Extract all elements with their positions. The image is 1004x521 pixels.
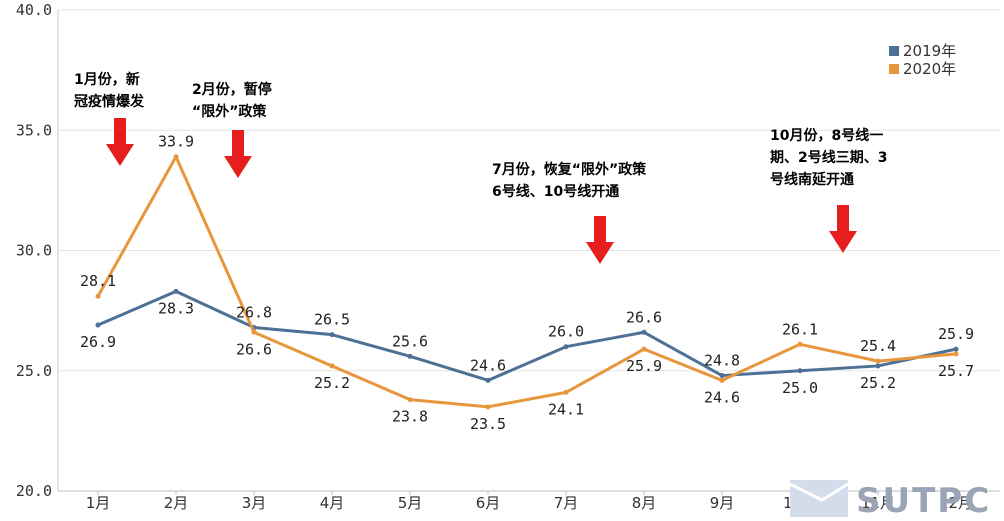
y-tick-label: 25.0 [16,362,52,380]
data-label-1: 23.8 [392,408,428,426]
x-tick-label: 8月 [632,494,657,512]
data-label-1: 23.5 [470,415,506,433]
data-label-1: 24.1 [548,400,584,418]
annotation-text: 冠疫情爆发 [74,93,145,110]
data-point-1 [797,341,803,347]
data-label-0: 24.6 [470,356,506,374]
data-point-1 [641,346,647,352]
x-tick-label: 5月 [398,494,423,512]
data-point-1 [95,293,101,299]
data-point-0 [953,346,959,352]
data-point-0 [797,368,803,374]
series-line-1 [96,155,957,409]
data-label-1: 26.1 [782,320,818,338]
data-point-1 [173,154,179,160]
data-point-1 [329,363,335,369]
annotation-text: 号线南延开通 [770,171,854,188]
data-label-1: 25.7 [938,362,974,380]
x-tick-label: 11月 [861,494,895,512]
annotation-text: 1月份，新 [74,71,140,88]
data-labels: 26.9 28.1 28.3 33.9 26.8 26.6 26.5 25.2 25.6 23.8… [80,133,974,433]
x-tick-label: 7月 [554,494,579,512]
data-point-0 [407,353,413,359]
data-label-0: 26.0 [548,323,584,341]
data-point-0 [485,377,491,383]
data-point-0 [719,373,725,379]
data-label-0: 25.2 [860,374,896,392]
annotation-text: “限外”政策 [192,103,267,120]
data-point-1 [563,389,569,395]
data-label-0: 25.9 [938,325,974,343]
x-tick-label: 2月 [164,494,189,512]
x-tick-label: 4月 [320,494,345,512]
data-point-1 [251,329,257,335]
data-point-1 [485,404,491,410]
data-point-0 [173,288,179,294]
data-label-0: 26.6 [626,308,662,326]
legend-label: 2020年 [903,60,956,78]
annotation-text: 10月份，8号线一 [770,127,883,144]
data-label-1: 25.2 [314,374,350,392]
red-arrow-icon [829,205,857,253]
data-label-0: 26.8 [236,303,272,321]
legend-swatch [889,46,899,56]
data-point-1 [407,397,413,403]
x-tick-label: 1月 [86,494,111,512]
annotation-text: 7月份，恢复“限外”政策 [492,161,647,178]
watermark-logo-stroke [789,482,849,502]
legend-label: 2019年 [903,42,956,60]
annotation-text: 6号线、10号线开通 [492,183,619,200]
red-arrow-icon [224,130,252,178]
annotation-text: 2月份，暂停 [192,81,272,98]
data-label-0: 25.0 [782,379,818,397]
watermark-logo: SUTPC [789,480,991,521]
data-label-1: 24.6 [704,388,740,406]
series-line-0 [97,289,957,382]
series-lines [95,154,959,410]
data-label-0: 24.8 [704,352,740,370]
data-point-0 [95,322,101,328]
data-point-1 [953,351,959,357]
y-tick-label: 20.0 [16,482,52,500]
annotation-text: 期、2号线三期、3 [770,149,887,166]
x-tick-label: 3月 [242,494,267,512]
x-tick-label: 9月 [710,494,735,512]
data-label-1: 25.9 [626,357,662,375]
data-label-0: 26.5 [314,311,350,329]
y-tick-label: 35.0 [16,121,52,139]
data-point-0 [875,363,881,369]
data-point-0 [329,332,335,338]
data-label-1: 28.1 [80,272,116,290]
red-arrow-icon [586,216,614,264]
watermark-text: SUTPC [856,481,991,521]
y-tick-label: 30.0 [16,242,52,260]
data-label-0: 26.9 [80,333,116,351]
y-tick-label: 40.0 [16,1,52,19]
data-point-0 [563,344,569,350]
data-label-1: 33.9 [158,133,194,151]
red-arrow-icon [106,118,134,166]
data-point-1 [875,358,881,364]
x-tick-label: 6月 [476,494,501,512]
data-label-0: 25.6 [392,332,428,350]
data-point-1 [719,377,725,383]
axes: 20.0 25.0 30.0 35.0 40.0 1月 2月 3月 4月 5月 6月 7月 8月 9月 10… [16,1,1000,512]
data-label-1: 25.4 [860,337,896,355]
data-point-0 [641,329,647,335]
data-label-0: 28.3 [158,299,194,317]
legend-swatch [889,64,899,74]
x-tick-label: 12月 [939,494,973,512]
data-label-1: 26.6 [236,340,272,358]
